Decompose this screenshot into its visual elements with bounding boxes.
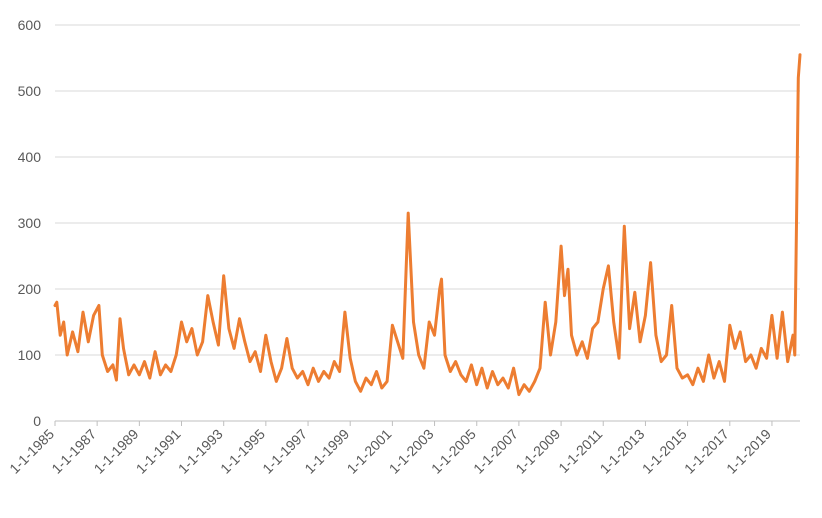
y-tick-label: 100: [18, 347, 42, 363]
series-line-0: [53, 53, 802, 397]
x-tick-label: 1-1-1991: [133, 426, 184, 477]
series-group: [53, 53, 802, 397]
y-tick-label: 600: [18, 17, 42, 33]
y-tick-label: 400: [18, 149, 42, 165]
x-tick-label: 1-1-2013: [597, 426, 648, 477]
x-tick-label: 1-1-2001: [344, 426, 395, 477]
x-tick-label: 1-1-2019: [723, 426, 774, 477]
x-tick-label: 1-1-2007: [470, 426, 521, 477]
x-tick-label: 1-1-2005: [428, 426, 479, 477]
gridlines: [55, 24, 800, 356]
x-tick-label: 1-1-1989: [91, 426, 142, 477]
y-tick-label: 200: [18, 281, 42, 297]
x-tick-label: 1-1-1999: [301, 426, 352, 477]
y-tick-label: 300: [18, 215, 42, 231]
y-tick-label: 0: [33, 413, 41, 429]
y-tick-label: 500: [18, 83, 42, 99]
x-tick-label: 1-1-2009: [512, 426, 563, 477]
x-tick-label: 1-1-2017: [681, 426, 732, 477]
x-tick-label: 1-1-1993: [175, 426, 226, 477]
x-tick-label: 1-1-2003: [386, 426, 437, 477]
x-tick-label: 1-1-2015: [639, 426, 690, 477]
x-tick-label: 1-1-1995: [217, 426, 268, 477]
x-tick-label: 1-1-2011: [555, 426, 605, 476]
x-tick-label: 1-1-1997: [259, 426, 310, 477]
x-tick-label: 1-1-1985: [6, 426, 57, 477]
y-axis-tick-labels: 0 100 200 300 400 500 600: [18, 17, 42, 429]
x-tick-label: 1-1-1987: [48, 426, 99, 477]
x-axis-tick-labels: 1-1-19851-1-19871-1-19891-1-19911-1-1993…: [6, 421, 774, 477]
